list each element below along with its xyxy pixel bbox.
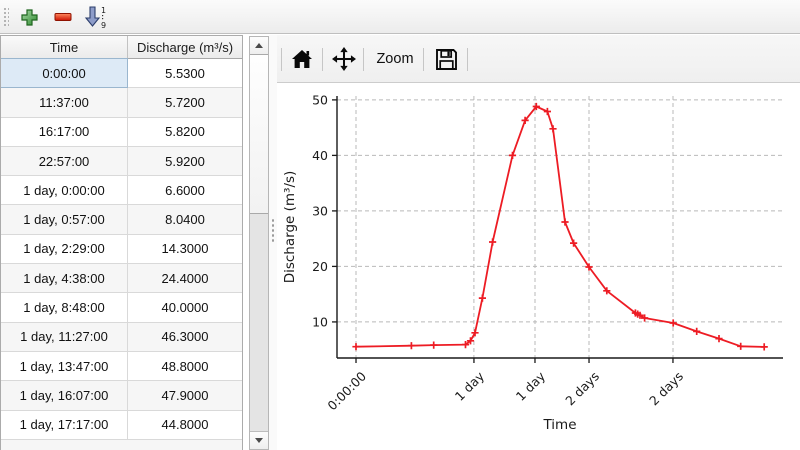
table-row: 1 day, 0:00:00 6.6000 bbox=[1, 176, 242, 206]
x-tick-label: 2 days bbox=[562, 369, 602, 409]
table-row: 1 day, 13:47:00 48.8000 bbox=[1, 351, 242, 382]
discharge-cell[interactable]: 5.8200 bbox=[165, 124, 205, 140]
table-row-partial bbox=[1, 439, 242, 450]
table-row: 1 day, 16:07:00 47.9000 bbox=[1, 381, 242, 411]
y-axis-label: Discharge (m³/s) bbox=[282, 171, 298, 284]
table-body: 0:00:00 5.5300 11:37:00 5.7200 16:17:00 5.820… bbox=[1, 58, 242, 450]
splitter-grip bbox=[271, 218, 275, 242]
time-cell[interactable]: 1 day, 13:47:00 bbox=[1, 351, 128, 381]
table-row: 16:17:00 5.8200 bbox=[1, 117, 242, 147]
time-cell[interactable]: 1 day, 0:57:00 bbox=[1, 205, 128, 234]
svg-text:9: 9 bbox=[101, 21, 106, 29]
plus-icon bbox=[20, 8, 38, 26]
column-header-discharge[interactable]: Discharge (m³/s) bbox=[136, 39, 234, 55]
table-row: 1 day, 11:27:00 46.3000 bbox=[1, 322, 242, 352]
discharge-cell[interactable]: 40.0000 bbox=[161, 300, 209, 316]
discharge-line bbox=[355, 105, 765, 348]
toolbar-separator bbox=[467, 48, 468, 71]
x-tick-label: 1 day bbox=[452, 368, 488, 404]
minus-icon bbox=[54, 13, 72, 21]
zoom-button[interactable]: Zoom bbox=[369, 44, 421, 74]
y-tick-label: 20 bbox=[312, 259, 328, 274]
y-tick-label: 30 bbox=[312, 203, 328, 218]
save-button[interactable] bbox=[427, 44, 465, 74]
toolbar-separator bbox=[322, 48, 323, 71]
time-cell[interactable]: 16:17:00 bbox=[1, 117, 128, 146]
x-axis-label: Time bbox=[542, 417, 576, 433]
table-row: 1 day, 17:17:00 44.8000 bbox=[1, 410, 242, 440]
x-tick-label: 1 day bbox=[513, 368, 549, 404]
save-icon bbox=[435, 48, 457, 70]
table-row: 1 day, 8:48:00 40.0000 bbox=[1, 293, 242, 323]
time-cell[interactable]: 1 day, 4:38:00 bbox=[1, 264, 128, 293]
discharge-chart[interactable]: 10 20 30 40 50 0:00:00 1 day 1 day 2 days 2 days D… bbox=[277, 83, 800, 450]
x-tick-label: 0:00:00 bbox=[324, 368, 369, 413]
scrollbar-up-button[interactable] bbox=[250, 37, 268, 55]
table-row: 22:57:00 5.9200 bbox=[1, 146, 242, 177]
table-row: 1 day, 2:29:00 14.3000 bbox=[1, 234, 242, 265]
scrollbar-down-button[interactable] bbox=[250, 431, 268, 449]
discharge-cell[interactable]: 44.8000 bbox=[161, 417, 209, 433]
toolbar-separator bbox=[423, 48, 424, 71]
time-cell[interactable]: 0:00:00 bbox=[1, 58, 128, 89]
timeseries-table: Time Discharge (m³/s) 0:00:00 5.5300 11:37… bbox=[0, 35, 243, 450]
zoom-button-label: Zoom bbox=[376, 51, 414, 67]
discharge-cell[interactable]: 5.9200 bbox=[165, 153, 205, 169]
scroll-down-icon bbox=[255, 438, 263, 443]
remove-row-button[interactable] bbox=[50, 4, 76, 30]
discharge-cell[interactable]: 8.0400 bbox=[165, 212, 205, 228]
table-row: 11:37:00 5.7200 bbox=[1, 88, 242, 118]
panel-splitter[interactable] bbox=[269, 35, 277, 450]
table-row: 0:00:00 5.5300 bbox=[1, 58, 242, 89]
time-cell[interactable]: 1 day, 8:48:00 bbox=[1, 293, 128, 322]
discharge-cell[interactable]: 14.3000 bbox=[161, 241, 209, 257]
time-cell[interactable]: 1 day, 17:17:00 bbox=[1, 410, 128, 439]
time-cell[interactable]: 1 day, 16:07:00 bbox=[1, 381, 128, 410]
home-icon bbox=[292, 50, 312, 68]
discharge-cell[interactable]: 48.8000 bbox=[161, 358, 209, 374]
discharge-cell[interactable]: 5.7200 bbox=[165, 94, 205, 110]
table-row: 1 day, 0:57:00 8.0400 bbox=[1, 205, 242, 235]
scroll-up-icon bbox=[255, 43, 263, 48]
toolbar-separator bbox=[281, 48, 282, 71]
toolbar-grip-handle[interactable] bbox=[3, 7, 9, 28]
x-tick-label: 2 days bbox=[646, 369, 686, 409]
y-tick-label: 10 bbox=[312, 314, 328, 329]
time-cell[interactable]: 11:37:00 bbox=[1, 88, 128, 117]
sort-numeric-ascending-icon: 1 9 bbox=[84, 6, 106, 29]
chart-toolbar: Zoom bbox=[277, 35, 800, 83]
add-row-button[interactable] bbox=[16, 4, 42, 30]
time-cell[interactable]: 1 day, 0:00:00 bbox=[1, 176, 128, 205]
main-toolbar: 1 9 bbox=[0, 0, 800, 34]
svg-text:1: 1 bbox=[101, 6, 106, 15]
home-button[interactable] bbox=[285, 44, 319, 74]
table-row: 1 day, 4:38:00 24.4000 bbox=[1, 264, 242, 294]
chart-area: 10 20 30 40 50 0:00:00 1 day 1 day 2 days 2 days D… bbox=[277, 83, 800, 450]
table-header-row: Time Discharge (m³/s) bbox=[1, 36, 242, 59]
time-cell[interactable]: 22:57:00 bbox=[1, 146, 128, 176]
column-header-time[interactable]: Time bbox=[1, 36, 128, 58]
discharge-cell[interactable]: 24.4000 bbox=[161, 270, 209, 286]
time-cell[interactable]: 1 day, 2:29:00 bbox=[1, 234, 128, 264]
table-scrollbar[interactable] bbox=[249, 36, 269, 450]
data-point-markers bbox=[352, 102, 768, 351]
sort-button[interactable]: 1 9 bbox=[83, 4, 109, 30]
pan-button[interactable] bbox=[326, 44, 362, 74]
time-cell[interactable]: 1 day, 11:27:00 bbox=[1, 322, 128, 351]
toolbar-separator bbox=[363, 48, 364, 71]
y-tick-label: 40 bbox=[312, 148, 328, 163]
pan-arrows-icon bbox=[332, 47, 356, 71]
discharge-cell[interactable]: 5.5300 bbox=[165, 65, 205, 81]
discharge-cell[interactable]: 6.6000 bbox=[165, 182, 205, 198]
scrollbar-thumb[interactable] bbox=[250, 54, 268, 214]
discharge-cell[interactable]: 47.9000 bbox=[161, 387, 209, 403]
discharge-cell[interactable]: 46.3000 bbox=[161, 329, 209, 345]
y-tick-label: 50 bbox=[312, 92, 328, 107]
